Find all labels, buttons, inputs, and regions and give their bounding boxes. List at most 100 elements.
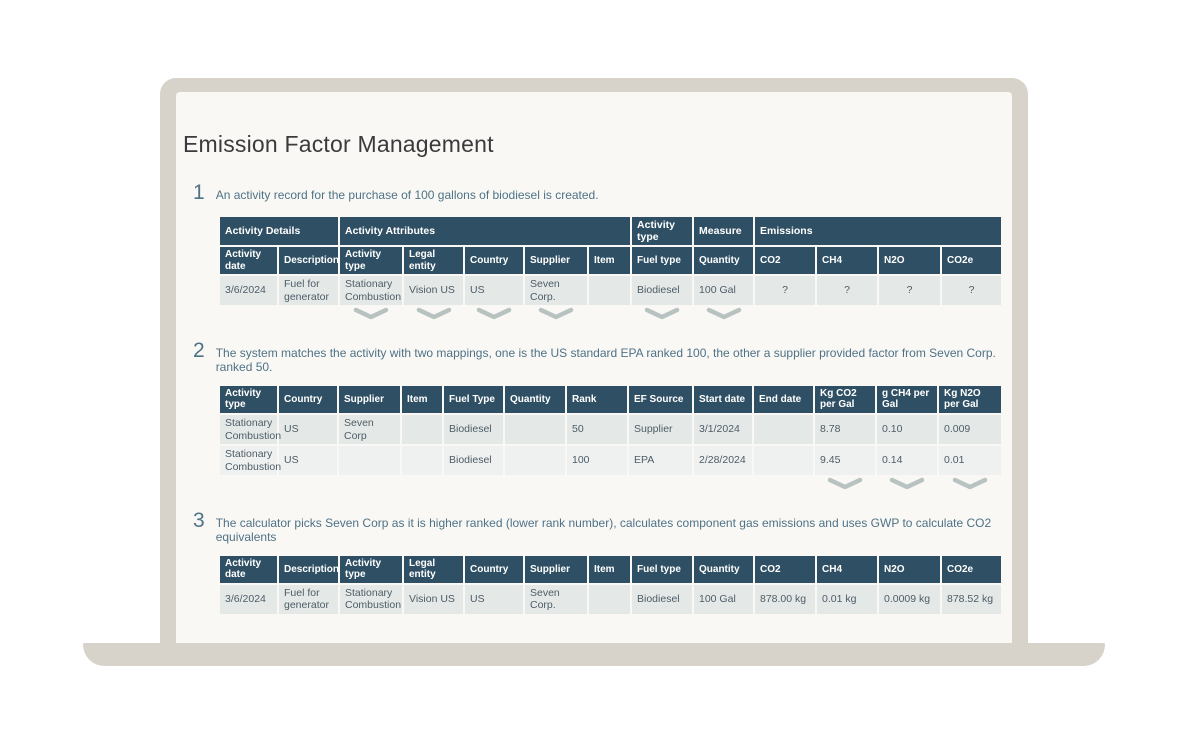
column-header: Quantity bbox=[692, 553, 755, 585]
column-header: Description bbox=[277, 245, 340, 277]
step-3-header: 3 The calculator picks Seven Corp as it … bbox=[193, 509, 1012, 544]
table-cell: 100 Gal bbox=[692, 274, 756, 308]
activity-record-table: Activity Details Activity Attributes Activ… bbox=[218, 214, 1004, 326]
table-cell bbox=[752, 412, 815, 447]
column-header: Fuel Type bbox=[442, 383, 505, 415]
table-cell: 0.01 bbox=[937, 444, 1003, 478]
table-cell: Biodiesel bbox=[630, 274, 695, 308]
column-header: Item bbox=[587, 553, 632, 585]
table-cell: Stationary Combustion bbox=[338, 274, 404, 308]
table-row: Stationary Combustion US Biodiesel 100 EPA 2/… bbox=[218, 444, 1003, 478]
chevron-down-icon bbox=[827, 478, 863, 490]
column-header: CO2e bbox=[940, 245, 1004, 277]
table-cell bbox=[503, 412, 567, 447]
column-header: CO2 bbox=[753, 553, 817, 585]
data-table-grid: Activity date Description Activity type Leg… bbox=[218, 553, 1003, 617]
table-cell: ? bbox=[753, 274, 818, 308]
column-header: Activity type bbox=[338, 553, 404, 585]
column-header: EF Source bbox=[627, 383, 694, 415]
group-header-cell: Activity Details bbox=[218, 214, 340, 248]
column-header: End date bbox=[752, 383, 815, 415]
step-1-header: 1 An activity record for the purchase of… bbox=[193, 181, 1012, 205]
table-cell: ? bbox=[877, 274, 943, 308]
table-cell: Vision US bbox=[402, 582, 465, 617]
column-header: CO2e bbox=[940, 553, 1003, 585]
table-cell bbox=[337, 444, 402, 478]
column-header: Rank bbox=[565, 383, 629, 415]
column-header: Country bbox=[463, 245, 525, 277]
table-cell: 3/1/2024 bbox=[692, 412, 754, 447]
column-header: Fuel type bbox=[630, 245, 695, 277]
table-cell: US bbox=[277, 412, 339, 447]
chevron-down-icon bbox=[644, 308, 680, 320]
column-header: CH4 bbox=[815, 553, 879, 585]
table-cell bbox=[587, 582, 632, 617]
step-description: The calculator picks Seven Corp as it is… bbox=[215, 515, 992, 544]
column-header: Kg CO2 per Gal bbox=[813, 383, 877, 415]
column-header: Country bbox=[463, 553, 525, 585]
column-header: Legal entity bbox=[402, 245, 465, 277]
table-cell bbox=[503, 444, 567, 478]
table-cell: 9.45 bbox=[813, 444, 877, 478]
column-header: Supplier bbox=[523, 245, 589, 277]
group-header-cell: Activity Attributes bbox=[337, 214, 633, 248]
table-cell: Seven Corp. bbox=[523, 274, 589, 308]
table-cell: 2/28/2024 bbox=[692, 444, 754, 478]
table-cell: Biodiesel bbox=[442, 444, 505, 478]
laptop-base bbox=[83, 643, 1105, 666]
screen-content: Emission Factor Management 1 An activity… bbox=[176, 92, 1012, 643]
table-cell: Seven Corp. bbox=[523, 582, 589, 617]
step-number: 1 bbox=[193, 181, 205, 204]
column-header: Item bbox=[400, 383, 444, 415]
chevron-row bbox=[219, 306, 1002, 325]
table-cell: 100 Gal bbox=[692, 582, 755, 617]
table-cell: 100 bbox=[565, 444, 629, 478]
column-header: N2O bbox=[877, 245, 943, 277]
column-header: Activity date bbox=[218, 245, 279, 277]
table-row: Stationary Combustion US Seven Corp Biodies… bbox=[218, 412, 1003, 447]
table-cell: US bbox=[463, 274, 525, 308]
step-description: The system matches the activity with two… bbox=[215, 345, 996, 374]
page-title: Emission Factor Management bbox=[183, 131, 494, 157]
table-cell bbox=[400, 444, 444, 478]
calculated-emissions-table: Activity date Description Activity type Leg… bbox=[218, 553, 1003, 617]
column-header: Legal entity bbox=[402, 553, 465, 585]
group-header-cell: Measure bbox=[692, 214, 756, 248]
step-3: 3 The calculator picks Seven Corp as it … bbox=[176, 509, 1012, 617]
table-cell: Stationary Combustion bbox=[218, 412, 281, 447]
step-1: 1 An activity record for the purchase of… bbox=[176, 181, 1012, 326]
table-cell: Biodiesel bbox=[442, 412, 505, 447]
table-row: 3/6/2024 Fuel for generator Stationary Com… bbox=[218, 582, 1003, 617]
column-header: Description bbox=[277, 553, 340, 585]
chevron-down-icon bbox=[706, 308, 741, 320]
table-cell: US bbox=[463, 582, 525, 617]
table-cell: ? bbox=[940, 274, 1004, 308]
table-cell: 878.00 kg bbox=[753, 582, 817, 617]
column-header: Quantity bbox=[503, 383, 567, 415]
data-table-grid: Activity Details Activity Attributes Activ… bbox=[218, 214, 1004, 326]
chevron-down-icon bbox=[889, 478, 925, 490]
column-header: Start date bbox=[692, 383, 754, 415]
table-cell: Fuel for generator bbox=[277, 582, 340, 617]
column-header: Activity date bbox=[218, 553, 279, 585]
table-cell: 3/6/2024 bbox=[218, 582, 279, 617]
table-cell: Fuel for generator bbox=[277, 274, 340, 308]
table-cell: ? bbox=[815, 274, 880, 308]
column-header: Supplier bbox=[523, 553, 589, 585]
step-2-header: 2 The system matches the activity with t… bbox=[193, 339, 1012, 374]
step-number: 3 bbox=[193, 508, 205, 532]
chevron-row bbox=[219, 476, 1002, 495]
column-header: CH4 bbox=[815, 245, 880, 277]
table-cell: 0.01 kg bbox=[815, 582, 879, 617]
table-cell: 878.52 kg bbox=[940, 582, 1003, 617]
column-header: g CH4 per Gal bbox=[875, 383, 939, 415]
column-header: CO2 bbox=[753, 245, 818, 277]
table-cell: Biodiesel bbox=[630, 582, 694, 617]
table-cell: 50 bbox=[565, 412, 629, 447]
table-cell bbox=[752, 444, 815, 478]
table-cell: 3/6/2024 bbox=[218, 274, 279, 308]
data-table-grid: Activity type Country Supplier Item Fuel Typ… bbox=[218, 383, 1003, 496]
table-cell: 0.009 bbox=[937, 412, 1003, 447]
column-header: Fuel type bbox=[630, 553, 694, 585]
